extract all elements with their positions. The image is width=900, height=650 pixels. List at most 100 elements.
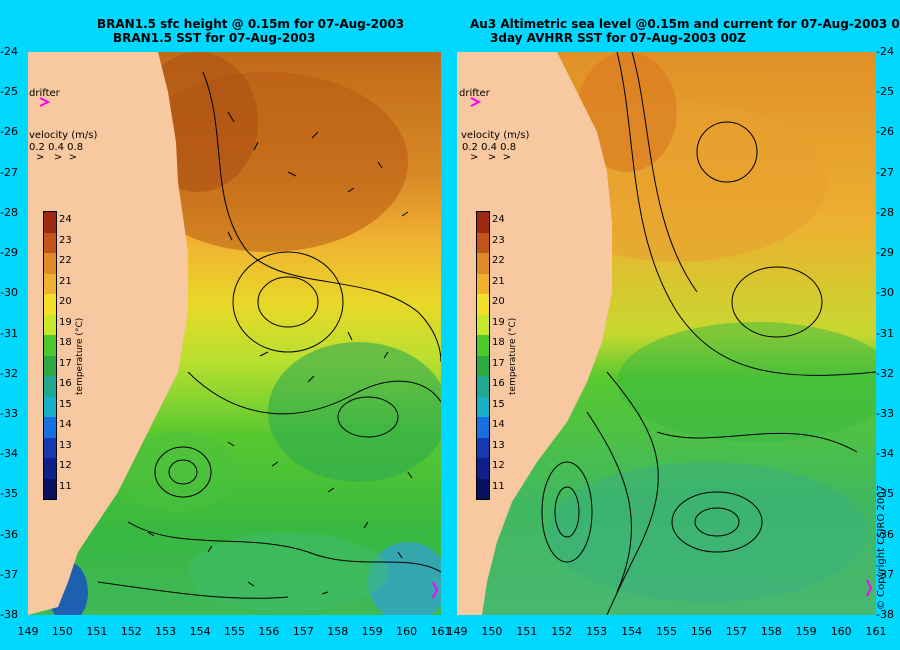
left-map <box>28 52 441 615</box>
colorbar-tick-label: 21 <box>492 275 505 287</box>
colorbar-tick-label: 19 <box>492 316 505 328</box>
y-tick-label: -30 <box>0 286 18 300</box>
colorbar-segment <box>477 478 489 499</box>
colorbar-segment <box>44 478 56 499</box>
y-tick-label: -35 <box>876 487 894 501</box>
y-tick-label: -26 <box>0 125 18 139</box>
colorbar-tick-label: 11 <box>59 480 72 492</box>
y-tick-label: -37 <box>876 567 894 581</box>
colorbar-segment <box>477 232 489 253</box>
colorbar-segment <box>44 314 56 335</box>
colorbar-tick-label: 22 <box>59 255 72 267</box>
x-tick-label: 160 <box>830 625 852 638</box>
colorbar-tick-label: 23 <box>59 234 72 246</box>
x-tick-label: 154 <box>621 625 643 638</box>
x-tick-label: 159 <box>795 625 817 638</box>
right-colorbar-title: temperature (°C) <box>508 317 518 395</box>
y-tick-label: -34 <box>0 447 18 461</box>
colorbar-tick-label: 18 <box>492 337 505 349</box>
y-tick-label: -38 <box>876 608 894 621</box>
y-tick-label: -36 <box>0 527 18 541</box>
left-velocity-values: 0.2 0.4 0.8 <box>29 142 84 153</box>
colorbar-segment <box>477 376 489 397</box>
colorbar-segment <box>44 458 56 479</box>
colorbar-segment <box>44 232 56 253</box>
y-tick-label: -29 <box>876 246 894 260</box>
drifter-symbol <box>39 97 51 107</box>
x-tick-label: 157 <box>725 625 747 638</box>
x-tick-label: 156 <box>258 625 280 638</box>
colorbar-segment <box>44 437 56 458</box>
y-tick-label: -28 <box>876 205 894 219</box>
colorbar-tick-label: 20 <box>59 296 72 308</box>
colorbar-segment <box>44 273 56 294</box>
y-tick-label: -31 <box>0 326 18 340</box>
colorbar-segment <box>44 417 56 438</box>
y-tick-label: -26 <box>876 125 894 139</box>
colorbar-segment <box>477 253 489 274</box>
x-tick-label: 154 <box>189 625 211 638</box>
colorbar-tick-label: 13 <box>59 439 72 451</box>
colorbar-tick-label: 23 <box>492 234 505 246</box>
x-tick-label: 151 <box>516 625 538 638</box>
right-velocity-title: velocity (m/s) <box>461 130 530 141</box>
y-tick-label: -32 <box>876 366 894 380</box>
colorbar-tick-label: 16 <box>59 378 72 390</box>
left-colorbar-title: temperature (°C) <box>75 317 85 395</box>
colorbar-tick-label: 12 <box>59 460 72 472</box>
right-colorbar <box>476 211 490 500</box>
x-tick-label: 155 <box>656 625 677 638</box>
colorbar-tick-label: 13 <box>492 439 505 451</box>
y-tick-label: -27 <box>0 165 18 179</box>
x-tick-label: 152 <box>120 625 142 638</box>
left-map-svg <box>28 52 441 615</box>
land-mass <box>28 52 188 615</box>
colorbar-segment <box>477 314 489 335</box>
colorbar-tick-label: 11 <box>492 480 505 492</box>
y-tick-label: -24 <box>876 45 894 58</box>
x-tick-label: 157 <box>292 625 314 638</box>
y-tick-label: -32 <box>0 366 18 380</box>
x-tick-label: 158 <box>327 625 349 638</box>
colorbar-tick-label: 17 <box>492 357 505 369</box>
colorbar-tick-label: 12 <box>492 460 505 472</box>
height-contours <box>97 71 441 599</box>
colorbar-segment <box>477 294 489 315</box>
copyright-text: © Copyright CSIRO 2007 <box>876 485 887 610</box>
colorbar-tick-label: 24 <box>492 214 505 226</box>
y-tick-label: -24 <box>0 45 18 58</box>
drifter-track <box>866 579 873 597</box>
colorbar-tick-label: 21 <box>59 275 72 287</box>
colorbar-segment <box>44 396 56 417</box>
colorbar-segment <box>477 396 489 417</box>
colorbar-tick-label: 15 <box>492 398 505 410</box>
colorbar-tick-label: 14 <box>59 419 72 431</box>
left-velocity-title: velocity (m/s) <box>29 130 98 141</box>
colorbar-tick-label: 14 <box>492 419 505 431</box>
y-tick-label: -38 <box>0 608 18 621</box>
x-tick-label: 150 <box>51 625 73 638</box>
right-velocity-values: 0.2 0.4 0.8 <box>462 142 517 153</box>
colorbar-tick-label: 20 <box>492 296 505 308</box>
colorbar-segment <box>44 376 56 397</box>
right-map-svg <box>457 52 876 615</box>
y-tick-label: -25 <box>0 85 18 99</box>
colorbar-segment <box>477 335 489 356</box>
y-tick-label: -27 <box>876 165 894 179</box>
colorbar-segment <box>44 253 56 274</box>
colorbar-tick-label: 22 <box>492 255 505 267</box>
y-tick-label: -28 <box>0 205 18 219</box>
x-tick-label: 161 <box>865 625 887 638</box>
x-tick-label: 160 <box>396 625 418 638</box>
right-title-line2: 3day AVHRR SST for 07-Aug-2003 00Z <box>490 31 746 45</box>
x-tick-label: 151 <box>86 625 108 638</box>
x-tick-label: 152 <box>551 625 573 638</box>
right-title-line1: Au3 Altimetric sea level @0.15m and curr… <box>470 17 900 31</box>
left-colorbar <box>43 211 57 500</box>
left-drifter-label: drifter <box>29 88 60 99</box>
right-colorbar-labels: 24 23 22 21 20 19 18 17 16 15 14 13 12 11 <box>492 211 512 498</box>
colorbar-segment <box>477 273 489 294</box>
colorbar-segment <box>44 294 56 315</box>
colorbar-segment <box>477 355 489 376</box>
colorbar-tick-label: 19 <box>59 316 72 328</box>
